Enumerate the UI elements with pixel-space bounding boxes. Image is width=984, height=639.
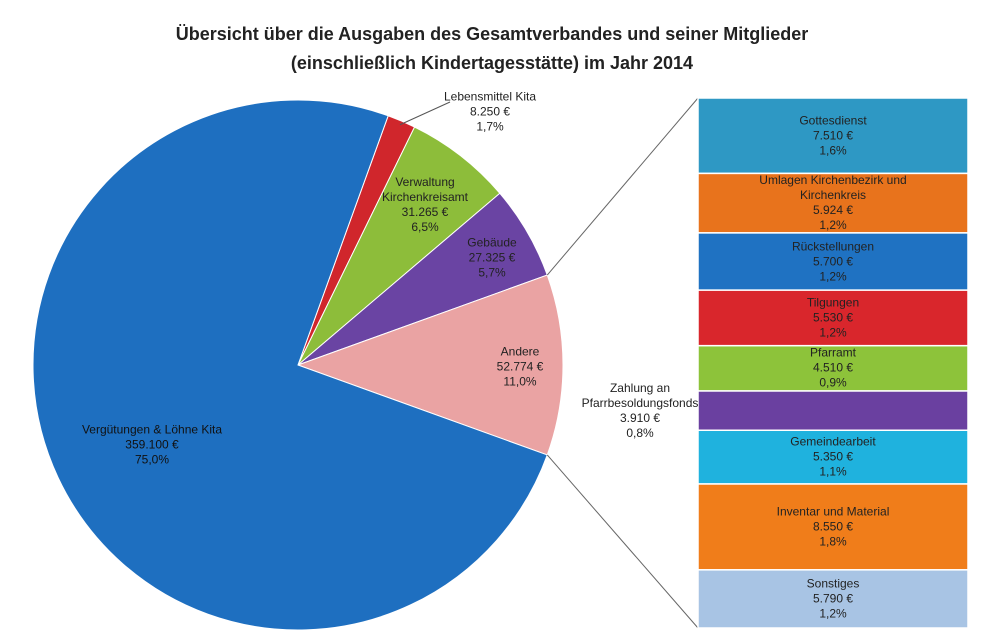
label-value: 1,2%: [819, 218, 847, 233]
pie-slice: [32, 99, 548, 631]
data-label: Vergütungen & Löhne Kita 359.100 €75,0%: [42, 423, 262, 468]
label-name: Pfarramt: [809, 345, 856, 360]
label-value: 5,7%: [478, 265, 506, 280]
label-value: 1,2%: [819, 606, 847, 621]
label-value: 4.510 €: [812, 360, 854, 375]
label-value: 5.530 €: [812, 310, 854, 325]
data-label: Rückstellungen 5.700 €1,2%: [748, 239, 918, 284]
label-value: 0,8%: [626, 425, 654, 440]
label-name: Zahlung an Pfarrbesoldungsfonds: [581, 380, 699, 410]
label-value: 8.550 €: [812, 519, 854, 534]
label-name: Rückstellungen: [791, 239, 875, 254]
label-value: 7.510 €: [812, 128, 854, 143]
label-name: Andere: [500, 344, 540, 359]
label-name: Tilgungen: [806, 295, 860, 310]
label-value: 6,5%: [411, 220, 439, 234]
chart-title: (einschließlich Kindertagesstätte) im Ja…: [290, 53, 694, 73]
bar-segment: [697, 483, 969, 571]
label-value: 31.265 €: [401, 205, 449, 219]
label-value: 3.910 €: [619, 410, 661, 425]
label-name: Inventar und Material: [776, 504, 890, 519]
connector: [546, 97, 699, 276]
label-value: 1,2%: [819, 269, 847, 284]
label-value: 1,6%: [819, 143, 847, 158]
bar-segment: [697, 569, 969, 629]
data-label: Andere 52.774 €11,0%: [470, 345, 570, 390]
label-name: Gottesdienst: [799, 113, 867, 128]
label-name: Gemeindearbeit: [790, 434, 876, 449]
label-value: 359.100 €: [125, 437, 179, 452]
label-value: 1,1%: [819, 464, 847, 479]
bar-segment: [697, 390, 969, 432]
data-label: Gebäude 27.325 €5,7%: [442, 236, 542, 281]
data-label: Gemeindearbeit 5.350 €1,1%: [748, 435, 918, 480]
label-value: 1,8%: [819, 534, 847, 549]
label-value: 5.700 €: [812, 254, 854, 269]
leader-line: [399, 101, 451, 126]
data-label: Zahlung an Pfarrbesoldungsfonds 3.910 €0,…: [575, 381, 705, 441]
bar-segment: [697, 429, 969, 485]
data-label: Lebensmittel Kita 8.250 €1,7%: [410, 90, 570, 135]
data-label: Gottesdienst 7.510 €1,6%: [748, 113, 918, 158]
bar-segment: [697, 344, 969, 392]
label-value: 0,9%: [819, 375, 847, 390]
label-value: 1,7%: [476, 119, 504, 134]
label-value: 11,0%: [503, 374, 537, 389]
data-label: Sonstiges 5.790 €1,2%: [748, 576, 918, 621]
label-value: 75,0%: [134, 452, 170, 467]
label-value: 5.350 €: [812, 449, 854, 464]
label-value: 8.250 €: [469, 104, 511, 119]
data-label: Pfarramt 4.510 €0,9%: [748, 346, 918, 391]
data-label: Tilgungen 5.530 €1,2%: [748, 295, 918, 340]
data-label: Verwaltung Kirchenkreisamt 31.265 €6,5%: [370, 175, 480, 235]
data-label: Umlagen Kirchenbezirk und Kirchenkreis 5.…: [748, 173, 918, 233]
label-value: 27.325 €: [468, 250, 516, 265]
label-name: Vergütungen & Löhne Kita: [81, 422, 223, 437]
data-label: Inventar und Material 8.550 €1,8%: [748, 504, 918, 549]
pie-slice: [296, 274, 564, 456]
label-name: Lebensmittel Kita: [443, 89, 537, 104]
label-value: 5.924 €: [812, 203, 854, 218]
connector: [546, 454, 699, 629]
label-value: 1,2%: [819, 325, 847, 340]
label-name: Sonstiges: [806, 576, 860, 591]
label-value: 52.774 €: [496, 359, 544, 374]
chart-title: Übersicht über die Ausgaben des Gesamtve…: [175, 24, 809, 44]
label-name: Verwaltung Kirchenkreisamt: [381, 175, 469, 204]
label-name: Umlagen Kirchenbezirk und Kirchenkreis: [759, 173, 907, 203]
pie-slice: [297, 126, 501, 366]
label-name: Gebäude: [467, 235, 517, 250]
label-value: 5.790 €: [812, 591, 854, 606]
